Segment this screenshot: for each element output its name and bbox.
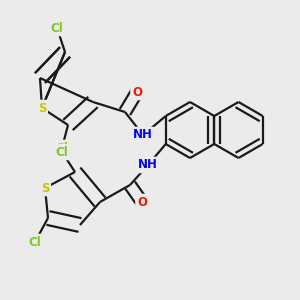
Text: S: S: [38, 101, 46, 115]
Text: S: S: [41, 182, 49, 194]
Text: NH: NH: [138, 158, 158, 172]
Text: Cl: Cl: [56, 146, 68, 158]
Text: O: O: [132, 85, 142, 98]
Text: Cl: Cl: [28, 236, 41, 248]
Text: NH: NH: [133, 128, 153, 142]
Text: Cl: Cl: [51, 22, 63, 34]
Text: Cl: Cl: [56, 142, 68, 154]
Text: O: O: [137, 196, 147, 208]
